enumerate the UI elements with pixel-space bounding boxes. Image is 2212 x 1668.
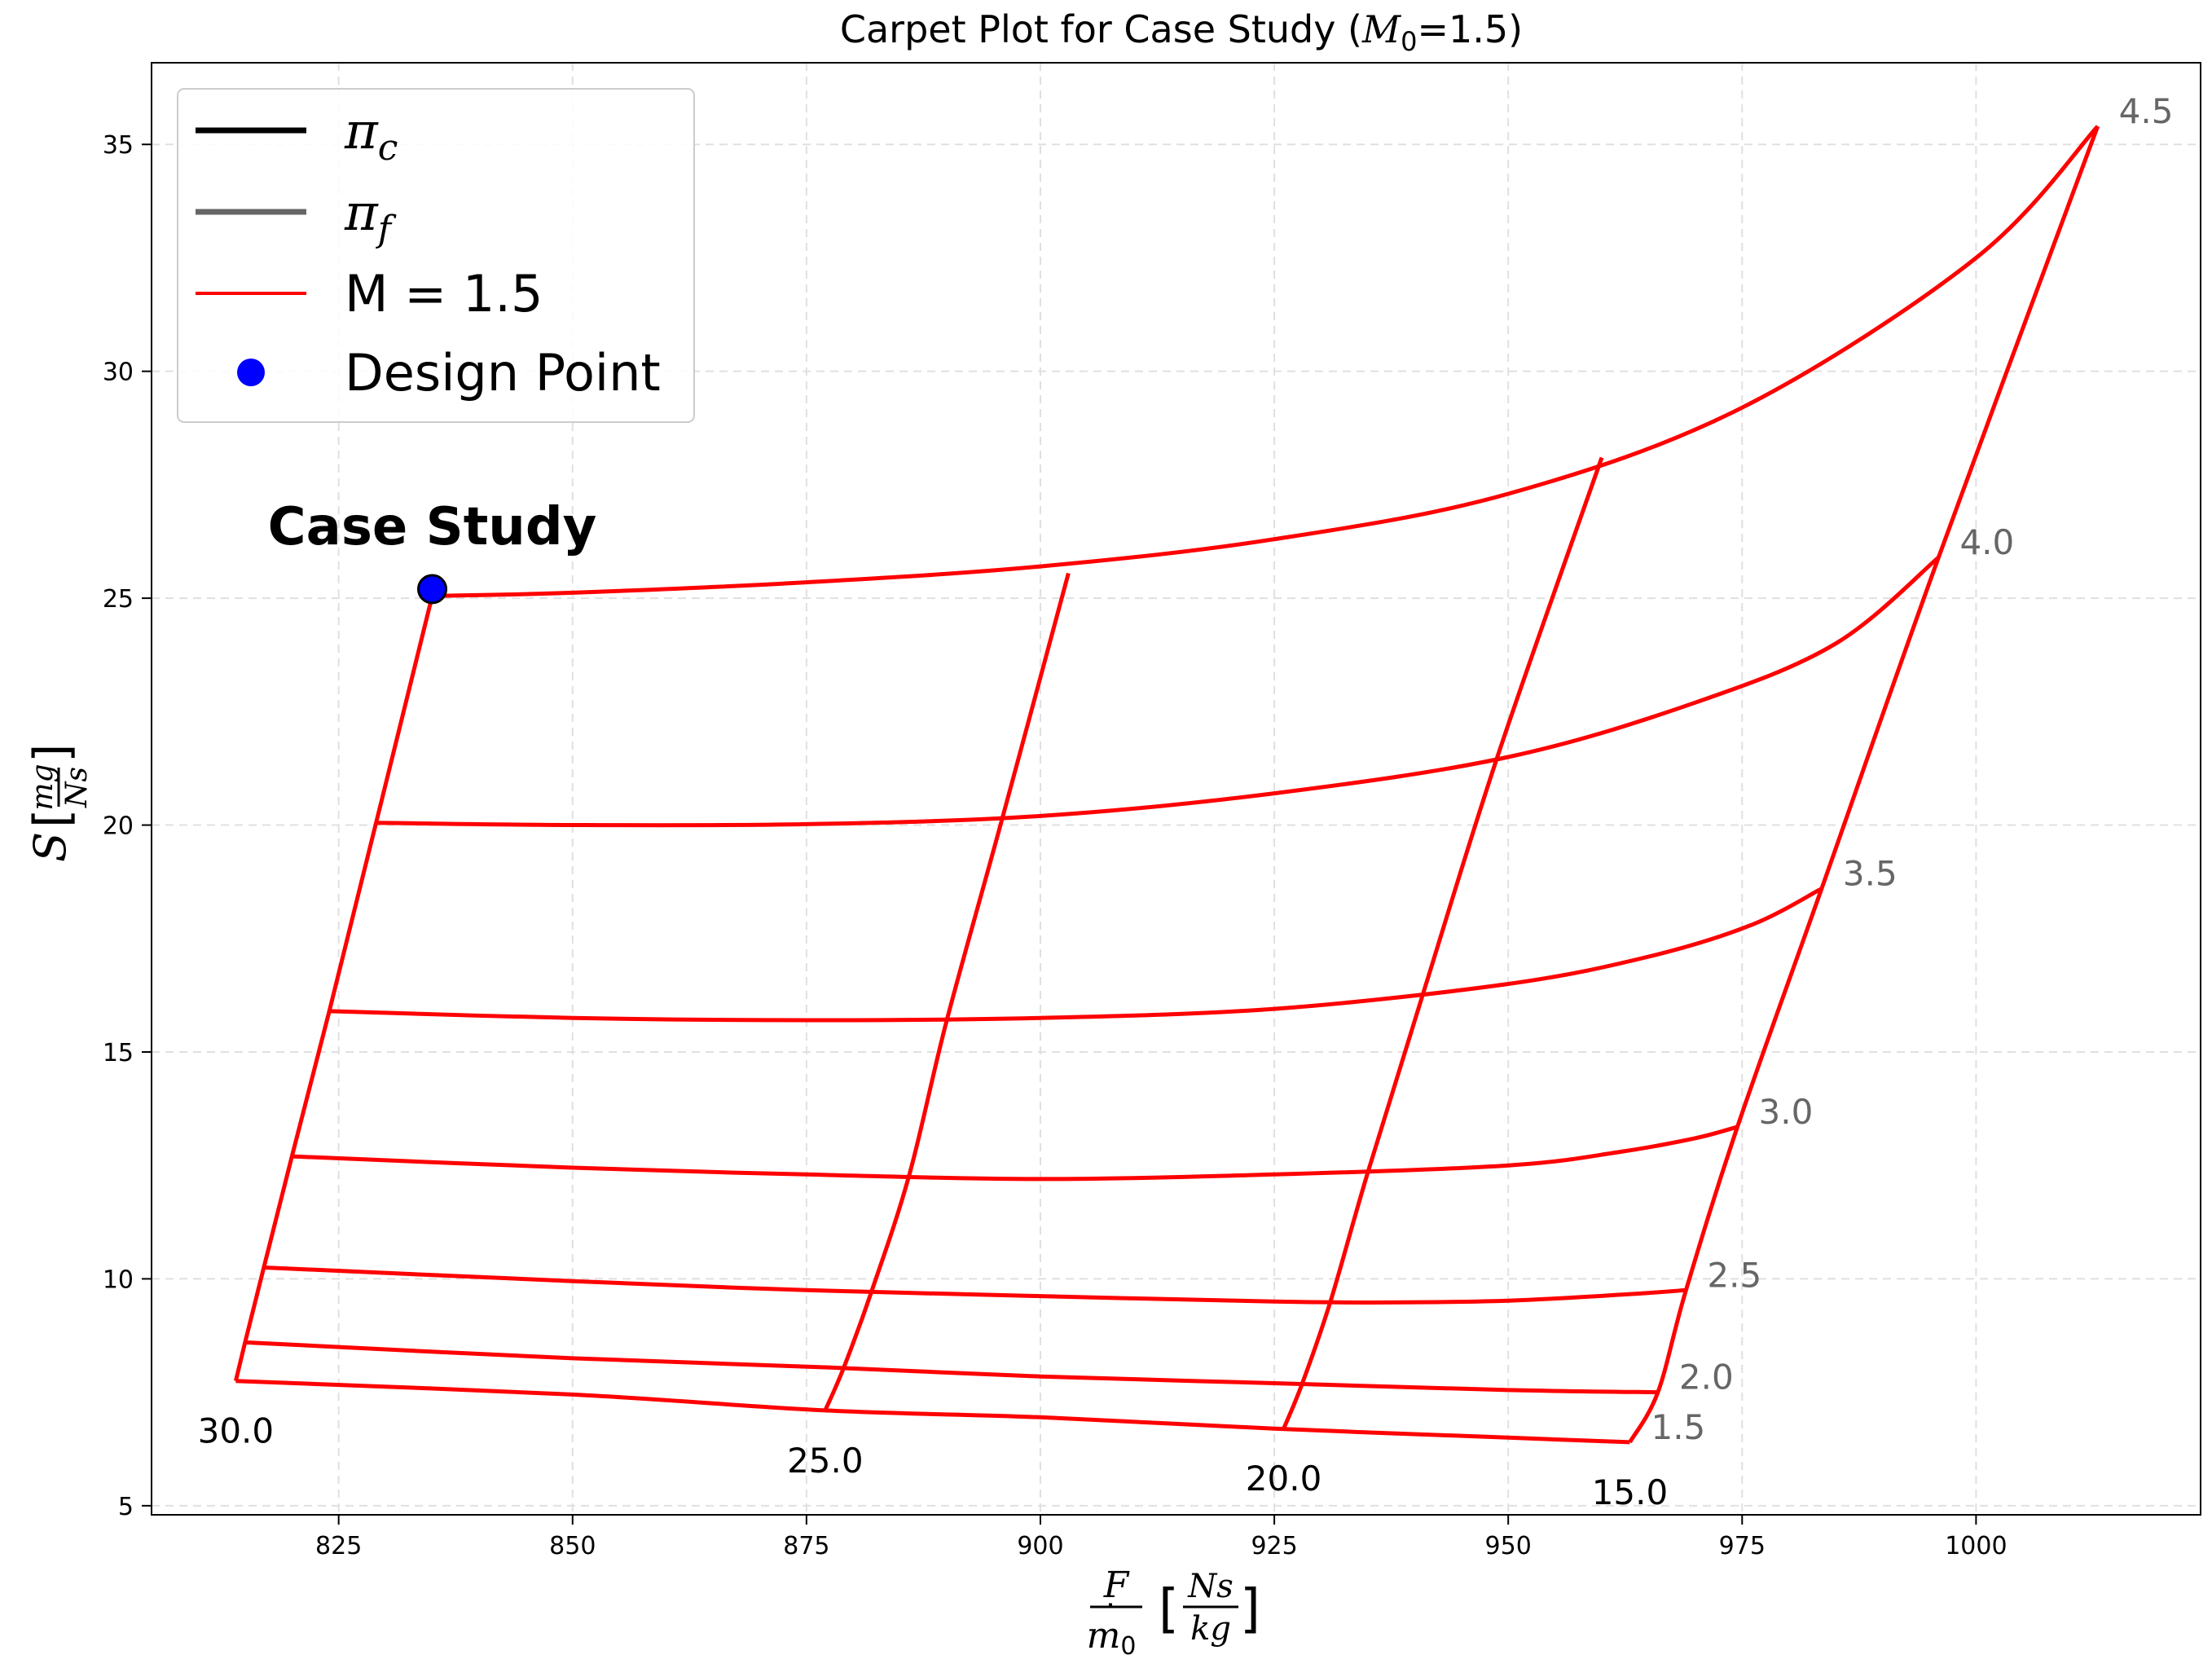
legend-box — [177, 88, 695, 423]
pi-f-label-3.5: 3.5 — [1843, 854, 1898, 894]
y-axis-bracket-open: [ — [24, 809, 81, 828]
y-tick-label-15: 15 — [103, 1039, 134, 1067]
title-symbol: M — [1361, 7, 1402, 51]
x-axis-bracket-open: [ — [1159, 1579, 1179, 1639]
pi-f-curve-1.5 — [235, 1379, 1630, 1445]
legend-label-design-point: Design Point — [345, 343, 661, 403]
pi-f-curve-3.5 — [329, 887, 1823, 1023]
x-tick-label-850: 850 — [549, 1532, 596, 1560]
y-tick-label-30: 30 — [103, 359, 134, 387]
x-axis-unit-denominator: kg — [1190, 1610, 1231, 1648]
pi-f-label-4.5: 4.5 — [2119, 91, 2174, 131]
title-prefix: Carpet Plot for Case Study ( — [840, 7, 1362, 51]
grid — [152, 63, 2201, 1515]
y-tick-label-5: 5 — [118, 1493, 134, 1521]
legend-label-m: M = 1.5 — [345, 264, 543, 323]
x-axis-label: F ˙ m0 [ Ns kg ] — [1087, 1565, 1260, 1661]
y-axis-unit-denominator: Ns — [60, 767, 94, 808]
pi-c-label-25.0: 25.0 — [787, 1441, 864, 1481]
x-axis-bracket-close: ] — [1240, 1579, 1260, 1639]
pi-c-curve-20.0 — [1282, 456, 1604, 1430]
pi-c-label-15.0: 15.0 — [1592, 1472, 1669, 1512]
curve-labels: 4.5 4.0 3.5 3.0 2.5 2.0 1.5 30.0 25.0 20.0 15.0 — [198, 91, 2174, 1512]
pi-f-label-4.0: 4.0 — [1959, 522, 2014, 562]
y-axis-label: S [ mg Ns ] — [24, 744, 94, 862]
y-tick-label-35: 35 — [103, 131, 134, 160]
title-subscript: 0 — [1401, 26, 1417, 57]
x-tick-label-900: 900 — [1017, 1532, 1063, 1560]
pi-c-curve-15.0 — [1628, 125, 2100, 1444]
design-point-group: Case Study — [268, 497, 597, 605]
pi-f-curve-2.0 — [244, 1340, 1658, 1395]
x-axis-unit-numerator: Ns — [1187, 1568, 1234, 1605]
pi-f-label-2.5: 2.5 — [1707, 1255, 1761, 1295]
x-tick-label-1000: 1000 — [1945, 1532, 2007, 1560]
x-tick-label-875: 875 — [783, 1532, 829, 1560]
plot-frame — [151, 62, 2201, 1516]
pi-c-curve-25.0 — [823, 572, 1071, 1411]
y-axis-unit-numerator: mg — [26, 764, 59, 810]
pi-f-curve-3.0 — [292, 1124, 1739, 1182]
y-axis-bracket-close: ] — [24, 744, 81, 763]
x-axis-dot: ˙ — [1102, 1599, 1119, 1636]
legend-marker-design-point — [237, 359, 265, 386]
legend-label-pi-c: πc — [344, 101, 398, 169]
pi-f-label-3.0: 3.0 — [1759, 1092, 1814, 1132]
legend: πc πf M = 1.5 Design Point — [177, 88, 695, 423]
y-tick-label-10: 10 — [103, 1265, 134, 1294]
legend-label-pi-f: πf — [344, 183, 397, 250]
y-tick-label-25: 25 — [103, 585, 134, 614]
pi-c-curve-30.0 — [233, 595, 434, 1382]
design-point-marker — [417, 574, 448, 605]
pi-f-curve-4.5 — [432, 125, 2100, 598]
curves — [233, 125, 2100, 1445]
x-tick-label-925: 925 — [1251, 1532, 1297, 1560]
design-point-annotation: Case Study — [268, 497, 597, 557]
pi-f-label-2.0: 2.0 — [1679, 1358, 1734, 1397]
pi-f-label-1.5: 1.5 — [1651, 1407, 1705, 1447]
x-tick-label-950: 950 — [1485, 1532, 1532, 1560]
chart-title: Carpet Plot for Case Study (M0=1.5) — [840, 7, 1523, 57]
pi-c-label-30.0: 30.0 — [198, 1411, 275, 1451]
x-axis-denominator: m0 — [1087, 1615, 1137, 1661]
pi-c-label-20.0: 20.0 — [1246, 1459, 1322, 1499]
x-axis-numerator: F — [1103, 1565, 1130, 1606]
x-tick-label-975: 975 — [1719, 1532, 1766, 1560]
pi-f-curve-4.0 — [376, 556, 1941, 828]
x-tick-label-825: 825 — [315, 1532, 362, 1560]
pi-f-curve-2.5 — [263, 1265, 1686, 1305]
y-tick-label-20: 20 — [103, 812, 134, 841]
title-suffix: =1.5) — [1417, 7, 1523, 51]
y-axis-symbol: S — [24, 832, 76, 862]
axis-ticks: 825 850 875 900 925 950 975 1000 5 10 15 20 25 30 35 — [103, 131, 2008, 1560]
